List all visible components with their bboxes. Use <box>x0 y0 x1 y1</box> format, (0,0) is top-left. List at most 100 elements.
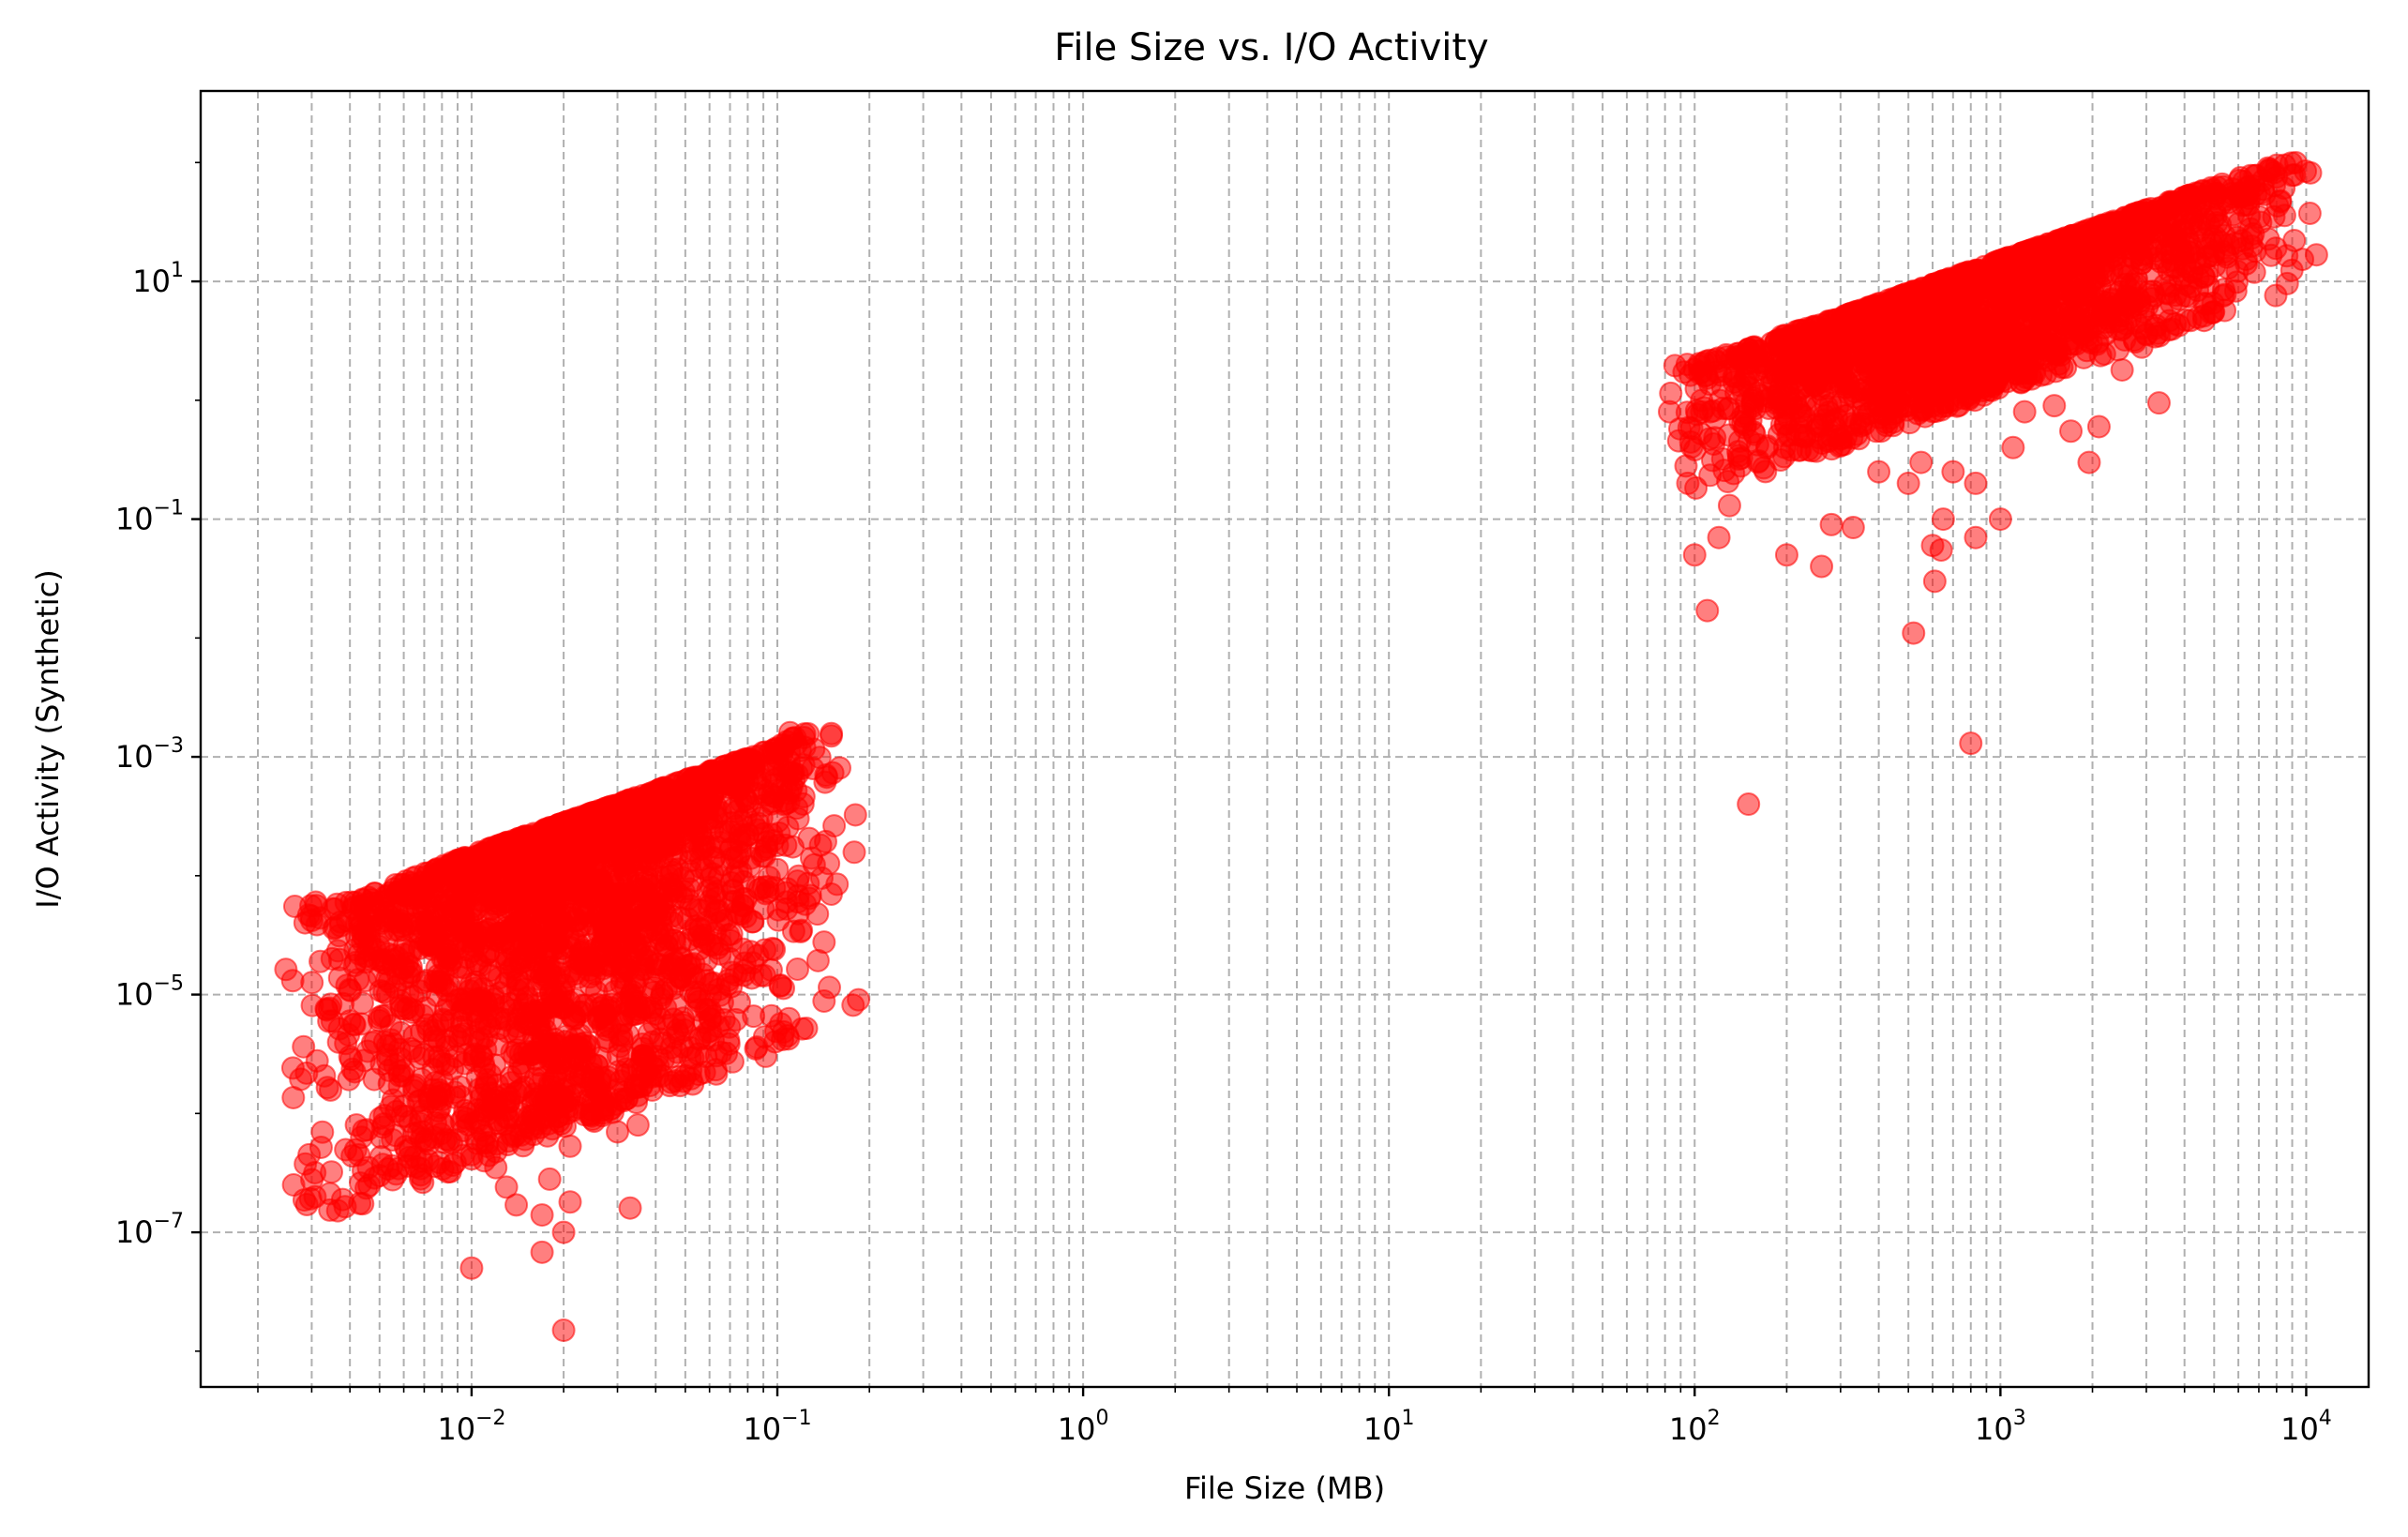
data-point <box>736 822 760 847</box>
data-point <box>1687 352 1711 376</box>
data-point <box>402 1024 427 1048</box>
data-point <box>2023 324 2047 349</box>
data-point <box>519 858 544 882</box>
data-point <box>519 907 543 931</box>
data-point <box>647 834 671 858</box>
data-point <box>320 1160 344 1184</box>
data-point <box>2133 198 2158 222</box>
data-point <box>309 1135 333 1159</box>
data-point <box>632 996 656 1020</box>
data-point <box>539 836 564 861</box>
data-point <box>2297 201 2322 225</box>
data-point <box>659 1045 684 1069</box>
data-point <box>579 886 604 911</box>
data-point <box>568 1023 593 1047</box>
data-point <box>484 1155 508 1180</box>
data-point <box>556 816 580 840</box>
data-point <box>1929 537 1953 562</box>
data-point <box>516 824 540 849</box>
data-point <box>719 870 744 895</box>
data-point <box>1788 360 1813 384</box>
data-point <box>328 910 353 934</box>
data-point <box>751 875 775 899</box>
data-point <box>688 916 713 941</box>
data-point <box>765 833 790 857</box>
data-point <box>630 904 655 928</box>
data-point <box>1896 471 1920 495</box>
data-point <box>453 1098 477 1123</box>
data-point <box>1946 366 1970 390</box>
data-point <box>362 1067 386 1092</box>
data-point <box>2264 283 2288 308</box>
data-point <box>2236 186 2261 210</box>
data-point <box>2085 218 2110 242</box>
data-point <box>727 901 751 926</box>
data-point <box>1855 358 1879 383</box>
data-point <box>500 1040 524 1064</box>
data-point <box>381 954 405 978</box>
data-point <box>477 1015 502 1039</box>
data-point <box>445 910 470 934</box>
data-point <box>1803 372 1828 397</box>
data-point <box>2050 311 2074 336</box>
data-point <box>2012 399 2037 424</box>
data-point <box>2132 223 2157 248</box>
data-point <box>2042 394 2067 418</box>
data-point <box>2215 245 2239 269</box>
data-point <box>2028 363 2053 387</box>
data-point <box>625 1113 650 1138</box>
data-point <box>2145 313 2169 338</box>
data-point <box>305 1048 329 1073</box>
data-point <box>617 851 641 875</box>
data-point <box>1717 493 1741 518</box>
data-point <box>538 860 563 884</box>
data-point <box>2110 357 2134 382</box>
data-point <box>404 886 429 911</box>
data-point <box>1942 279 1966 304</box>
data-point <box>701 1028 726 1052</box>
data-point <box>789 920 813 944</box>
data-point <box>1676 471 1700 495</box>
data-point <box>1678 429 1703 454</box>
data-point <box>626 965 651 989</box>
data-point <box>447 868 472 893</box>
data-point <box>786 957 810 982</box>
data-point <box>661 948 685 972</box>
data-point <box>744 1036 768 1061</box>
data-point <box>1969 359 1994 384</box>
data-point <box>557 989 581 1014</box>
data-point <box>338 977 362 1002</box>
data-point <box>2130 335 2154 359</box>
data-point <box>2196 213 2220 237</box>
data-point <box>1992 304 2016 328</box>
data-point <box>293 1152 318 1176</box>
data-point <box>330 1187 354 1212</box>
data-point <box>1894 282 1919 307</box>
data-point <box>1881 414 1905 438</box>
data-point <box>762 938 787 962</box>
data-point <box>765 746 790 770</box>
data-point <box>551 1319 576 1343</box>
data-point <box>2118 306 2143 330</box>
data-point <box>402 1075 427 1099</box>
data-point <box>707 977 731 1002</box>
data-point <box>530 1240 554 1264</box>
data-point <box>344 924 369 948</box>
data-point <box>2075 288 2099 312</box>
chart-title: File Size vs. I/O Activity <box>1054 26 1488 69</box>
data-point <box>558 1190 582 1214</box>
data-point <box>599 918 624 942</box>
data-point <box>338 1045 362 1069</box>
data-point <box>2130 251 2154 276</box>
data-point <box>371 1112 396 1137</box>
data-point <box>2249 210 2273 234</box>
data-point <box>684 811 708 836</box>
data-point <box>1931 507 1955 532</box>
data-point <box>1854 335 1878 359</box>
data-point <box>1722 369 1746 394</box>
data-point <box>1731 411 1755 435</box>
data-point <box>1922 569 1947 594</box>
data-point <box>805 948 830 972</box>
data-point <box>817 851 841 876</box>
data-point <box>1821 409 1845 433</box>
